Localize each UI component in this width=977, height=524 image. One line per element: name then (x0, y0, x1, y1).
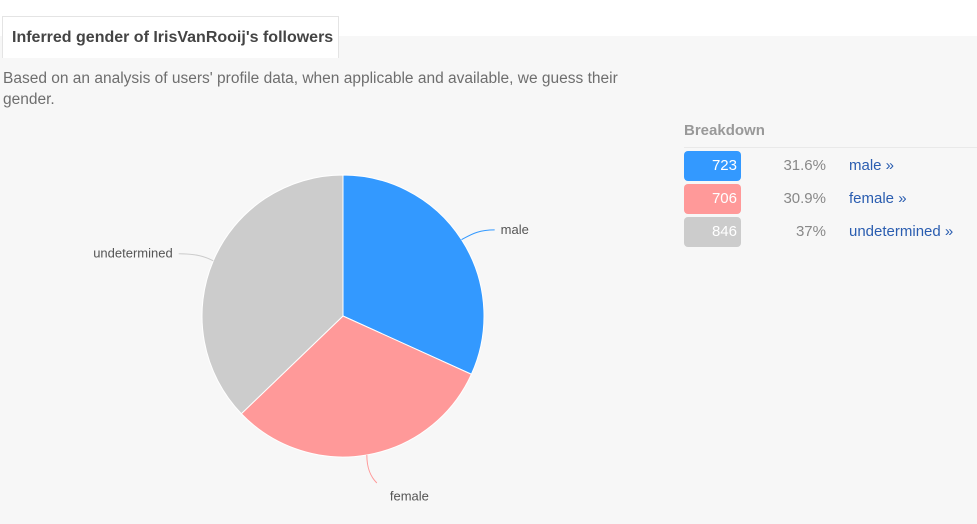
connector-male (461, 229, 495, 241)
female-link[interactable]: female » (849, 190, 907, 207)
chart-title: Inferred gender of IrisVanRooij's follow… (2, 16, 339, 58)
count-badge-male: 723 (684, 151, 741, 181)
breakdown-panel: Breakdown 723 31.6% male » 706 30.9% fem… (684, 122, 977, 247)
connector-female (366, 454, 378, 484)
breakdown-row-male: 723 31.6% male » (684, 148, 977, 181)
undetermined-link[interactable]: undetermined » (849, 223, 954, 240)
percent-female: 30.9% (783, 190, 826, 207)
chart-panel (0, 36, 977, 524)
pie-slice-male (342, 174, 485, 375)
chart-description: Based on an analysis of users' profile d… (3, 70, 618, 108)
slice-label-undetermined: undetermined (93, 246, 173, 261)
count-badge-undetermined: 846 (684, 217, 741, 247)
pie-slice-female (240, 315, 473, 458)
count-badge-female: 706 (684, 184, 741, 214)
percent-male: 31.6% (783, 157, 826, 174)
slice-label-female: female (390, 489, 429, 504)
breakdown-row-undetermined: 846 37% undetermined » (684, 214, 977, 247)
breakdown-row-female: 706 30.9% female » (684, 181, 977, 214)
percent-undetermined: 37% (795, 223, 826, 240)
connector-undetermined (178, 253, 214, 262)
breakdown-heading: Breakdown (684, 122, 977, 148)
slice-label-male: male (501, 222, 529, 237)
male-link[interactable]: male » (849, 157, 895, 174)
